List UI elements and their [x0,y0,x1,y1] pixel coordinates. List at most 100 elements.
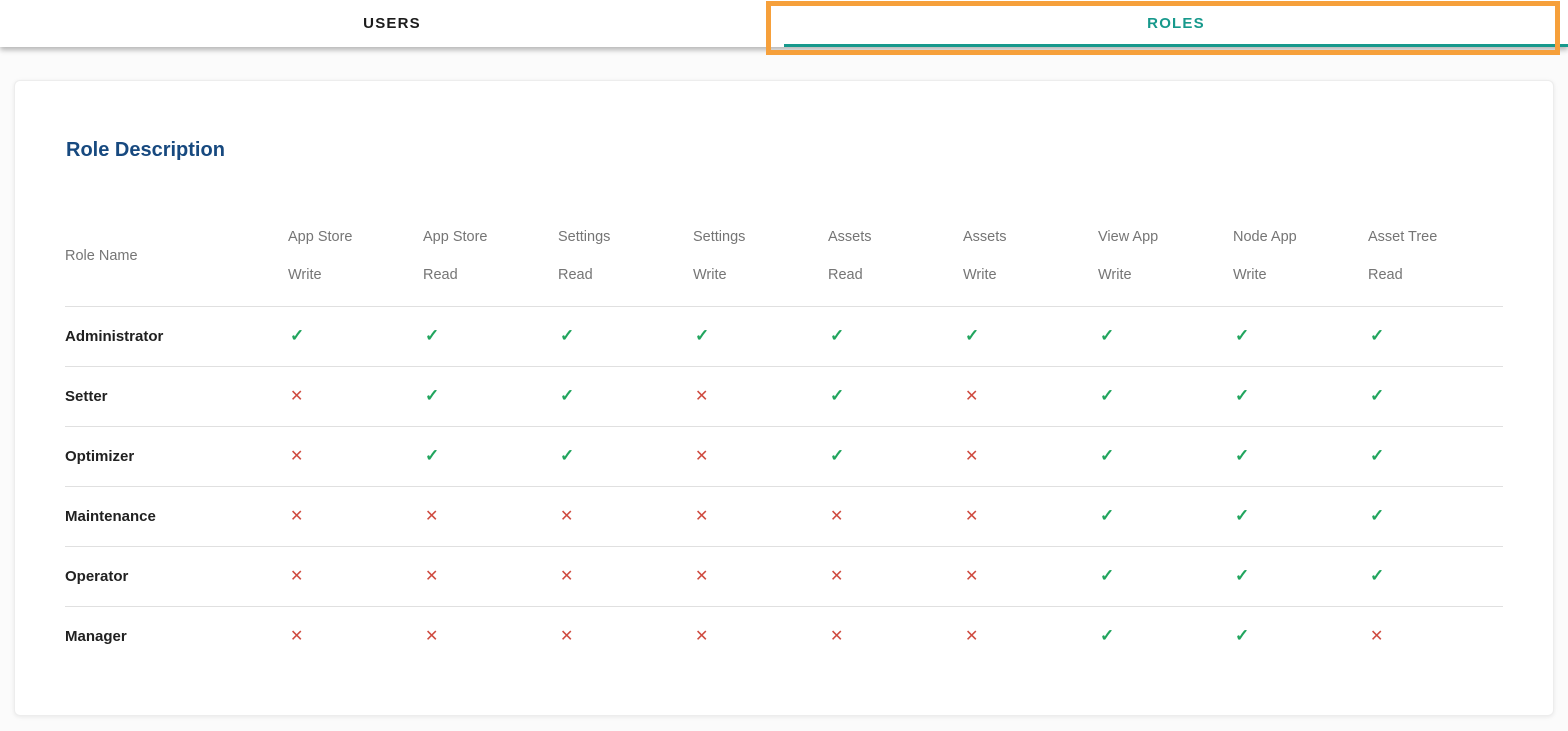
column-header: App Store Write [288,206,423,306]
permission-cell: ✕ [963,568,1098,586]
permission-cell: ✕ [558,568,693,586]
table-row: Optimizer ✕ ✓ ✓ ✕ ✓ ✕ ✓ ✓ ✓ [65,426,1503,486]
role-name-cell: Administrator [65,328,164,345]
permission-cell: ✓ [1233,567,1368,586]
table-row: Administrator ✓ ✓ ✓ ✓ ✓ ✓ ✓ ✓ ✓ [65,306,1503,366]
header-group-label: Settings [693,229,746,245]
header-perm-label: Write [693,267,727,283]
check-icon: ✓ [1235,326,1250,345]
cross-icon: ✕ [695,387,709,405]
tab-users[interactable]: USERS [0,0,784,47]
header-perm-label: Write [288,267,322,283]
cross-icon: ✕ [425,627,439,645]
cross-icon: ✕ [830,507,844,525]
permission-cell: ✕ [288,388,423,406]
check-icon: ✓ [560,446,575,465]
cross-icon: ✕ [560,507,574,525]
check-icon: ✓ [425,446,440,465]
permission-cell: ✓ [1098,327,1233,346]
table-row: Setter ✕ ✓ ✓ ✕ ✓ ✕ ✓ ✓ ✓ [65,366,1503,426]
column-header: View App Write [1098,206,1233,306]
cross-icon: ✕ [560,627,574,645]
table-row: Manager ✕ ✕ ✕ ✕ ✕ ✕ ✓ ✓ ✕ [65,606,1503,666]
check-icon: ✓ [1370,446,1385,465]
check-icon: ✓ [1235,506,1250,525]
role-name-cell: Optimizer [65,448,135,465]
permission-cell: ✕ [288,508,423,526]
header-perm-label: Write [1098,267,1132,283]
permission-cell: ✕ [1368,628,1503,646]
permission-cell: ✓ [1098,507,1233,526]
permission-cell: ✕ [558,508,693,526]
check-icon: ✓ [425,326,440,345]
permission-cell: ✕ [423,508,558,526]
tab-roles[interactable]: ROLES [784,0,1568,47]
permission-cell: ✓ [1233,627,1368,646]
permission-cell: ✓ [423,447,558,466]
permission-cell: ✓ [1233,387,1368,406]
header-group-label: App Store [423,229,488,245]
tab-bar: USERS ROLES [0,0,1568,47]
check-icon: ✓ [1370,566,1385,585]
column-header: Assets Write [963,206,1098,306]
permission-cell: ✕ [423,568,558,586]
cross-icon: ✕ [425,507,439,525]
permission-cell: ✓ [1368,447,1503,466]
check-icon: ✓ [425,386,440,405]
cross-icon: ✕ [830,567,844,585]
header-group-label: Node App [1233,229,1297,245]
permission-cell: ✓ [828,387,963,406]
table-row: Maintenance ✕ ✕ ✕ ✕ ✕ ✕ ✓ ✓ ✓ [65,486,1503,546]
cross-icon: ✕ [290,567,304,585]
check-icon: ✓ [1235,446,1250,465]
permission-cell: ✓ [1233,507,1368,526]
header-perm-label: Read [423,267,458,283]
check-icon: ✓ [830,386,845,405]
permission-cell: ✓ [828,327,963,346]
tab-users-label: USERS [363,15,421,32]
permission-cell: ✓ [1233,447,1368,466]
page-title: Role Description [66,139,225,161]
check-icon: ✓ [965,326,980,345]
tab-roles-label: ROLES [1147,15,1205,32]
role-name-cell: Setter [65,388,108,405]
cross-icon: ✕ [965,627,979,645]
column-header: Settings Write [693,206,828,306]
check-icon: ✓ [1100,626,1115,645]
permission-cell: ✕ [963,628,1098,646]
role-description-card: Role Description Role Name App Store Writ… [14,80,1554,716]
permission-cell: ✓ [1368,507,1503,526]
permission-cell: ✕ [828,628,963,646]
permission-cell: ✕ [423,628,558,646]
header-group-label: View App [1098,229,1159,245]
active-tab-indicator [784,44,1568,47]
permission-cell: ✕ [693,568,828,586]
permission-cell: ✓ [1098,387,1233,406]
column-header: Node App Write [1233,206,1368,306]
check-icon: ✓ [290,326,305,345]
cross-icon: ✕ [695,567,709,585]
cross-icon: ✕ [830,627,844,645]
permission-cell: ✓ [693,327,828,346]
header-group-label: Settings [558,229,611,245]
permission-cell: ✕ [693,508,828,526]
permission-cell: ✓ [1098,567,1233,586]
cross-icon: ✕ [290,627,304,645]
check-icon: ✓ [1370,326,1385,345]
header-perm-label: Read [1368,267,1403,283]
permission-cell: ✓ [1098,627,1233,646]
permission-cell: ✕ [288,448,423,466]
column-header: App Store Read [423,206,558,306]
cross-icon: ✕ [695,627,709,645]
header-group-label: Asset Tree [1368,229,1438,245]
permission-cell: ✓ [963,327,1098,346]
role-name-cell: Manager [65,628,127,645]
check-icon: ✓ [1100,386,1115,405]
table-row: Operator ✕ ✕ ✕ ✕ ✕ ✕ ✓ ✓ ✓ [65,546,1503,606]
cross-icon: ✕ [965,447,979,465]
cross-icon: ✕ [290,507,304,525]
column-header: Settings Read [558,206,693,306]
check-icon: ✓ [1370,506,1385,525]
check-icon: ✓ [1235,626,1250,645]
check-icon: ✓ [1100,506,1115,525]
